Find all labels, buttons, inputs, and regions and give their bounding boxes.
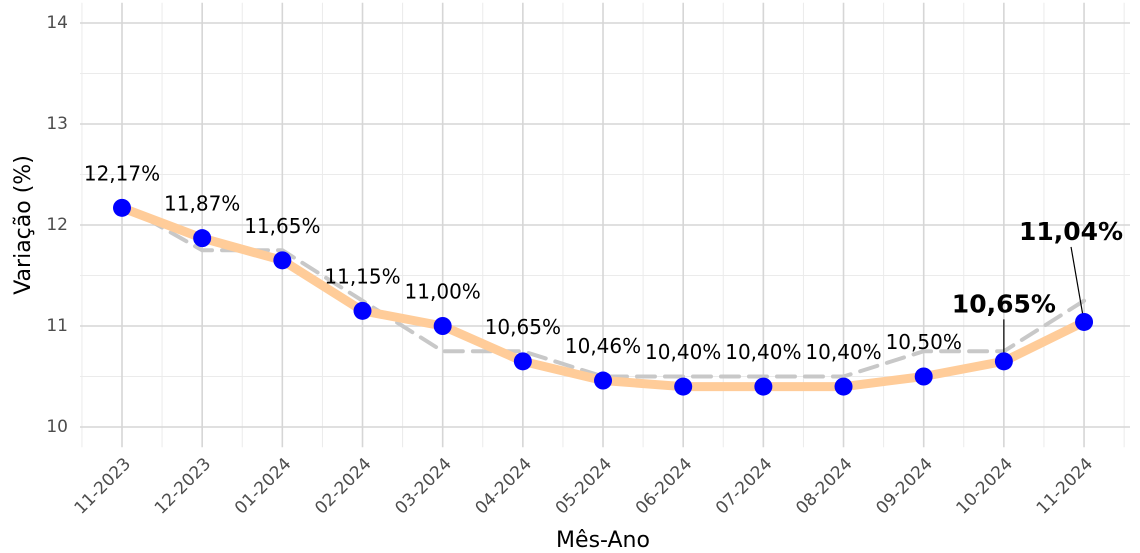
data-point xyxy=(674,377,693,396)
data-point xyxy=(1075,312,1094,331)
y-tick-label: 12 xyxy=(46,215,68,235)
x-tick-label: 07-2024 xyxy=(712,454,776,518)
data-label: 11,04% xyxy=(1019,217,1123,246)
data-point xyxy=(594,371,613,390)
data-label: 11,65% xyxy=(244,214,320,238)
x-tick-label: 04-2024 xyxy=(472,454,536,518)
x-tick-label: 10-2024 xyxy=(953,454,1017,518)
y-axis-title: Variação (%) xyxy=(11,155,36,295)
x-tick-label: 11-2023 xyxy=(71,454,135,518)
y-tick-label: 13 xyxy=(46,114,68,134)
data-point xyxy=(113,198,131,217)
data-label: 10,40% xyxy=(645,340,721,364)
data-point xyxy=(513,352,532,371)
x-tick-label: 12-2023 xyxy=(151,454,215,518)
data-label: 12,17% xyxy=(84,161,160,185)
y-tick-label: 11 xyxy=(46,316,68,336)
trend-line xyxy=(120,202,1087,379)
x-tick-label: 08-2024 xyxy=(792,454,856,518)
data-label: 11,15% xyxy=(324,264,400,288)
x-tick-label: 02-2024 xyxy=(311,454,375,518)
x-tick-label: 03-2024 xyxy=(391,454,455,518)
x-axis-title: Mês-Ano xyxy=(556,528,650,553)
x-tick-label: 11-2024 xyxy=(1033,454,1097,518)
data-label: 10,50% xyxy=(886,330,962,354)
data-point xyxy=(994,352,1013,371)
y-tick-label: 14 xyxy=(46,13,68,33)
data-label: 10,40% xyxy=(805,340,881,364)
data-point xyxy=(914,367,933,386)
x-tick-label: 05-2024 xyxy=(552,454,616,518)
x-tick-label: 09-2024 xyxy=(872,454,936,518)
data-point xyxy=(353,301,372,320)
data-label: 11,87% xyxy=(164,192,240,216)
leader-line xyxy=(1070,246,1085,323)
data-label: 10,65% xyxy=(952,289,1056,318)
data-point xyxy=(193,229,212,248)
data-label: 10,46% xyxy=(565,334,641,358)
data-label: 10,65% xyxy=(485,315,561,339)
x-tick-label: 06-2024 xyxy=(632,454,696,518)
data-point xyxy=(834,377,853,396)
data-point xyxy=(754,377,773,396)
y-tick-label: 10 xyxy=(46,417,68,437)
x-tick-label: 01-2024 xyxy=(231,454,295,518)
data-point xyxy=(433,317,452,335)
data-point xyxy=(273,251,292,270)
data-label: 11,00% xyxy=(405,280,481,304)
data-label: 10,40% xyxy=(725,340,801,364)
